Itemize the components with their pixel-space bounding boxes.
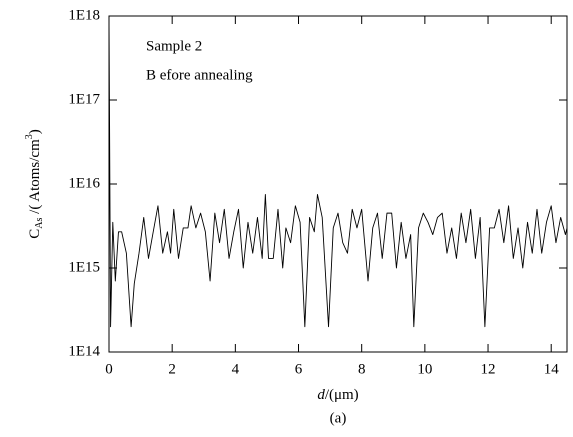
x-tick-label: 4: [232, 361, 240, 377]
y-label-part: ): [27, 129, 43, 134]
annotation: B efore annealing: [146, 67, 253, 83]
data-line: [108, 15, 568, 328]
y-tick-label: 1E14: [68, 343, 100, 359]
x-tick-label: 8: [358, 361, 366, 377]
x-tick-label: 0: [105, 361, 113, 377]
x-tick-label: 14: [544, 361, 560, 377]
y-label-part: C: [27, 229, 43, 239]
y-tick-label: 1E16: [68, 175, 100, 191]
x-axis-label: d/(μm): [317, 387, 358, 403]
y-label-part: As: [34, 218, 45, 229]
y-axis-label: CAs /( Atoms/cm3): [24, 129, 45, 238]
y-label-part: 3: [24, 134, 35, 139]
x-tick-label: 12: [481, 361, 496, 377]
x-label-part: /(μm): [325, 387, 359, 403]
x-label-part: d: [317, 387, 325, 403]
y-tick-label: 1E15: [68, 259, 100, 275]
y-label-part: /( Atoms/cm: [27, 139, 43, 218]
x-tick-label: 6: [295, 361, 303, 377]
plot-frame: [108, 15, 568, 353]
x-tick-label: 10: [417, 361, 432, 377]
annotation: Sample 2: [146, 38, 202, 54]
y-tick-label: 1E17: [68, 91, 100, 107]
y-tick-label: 1E18: [68, 7, 100, 23]
x-tick-label: 2: [168, 361, 176, 377]
caption: (a): [330, 410, 347, 426]
